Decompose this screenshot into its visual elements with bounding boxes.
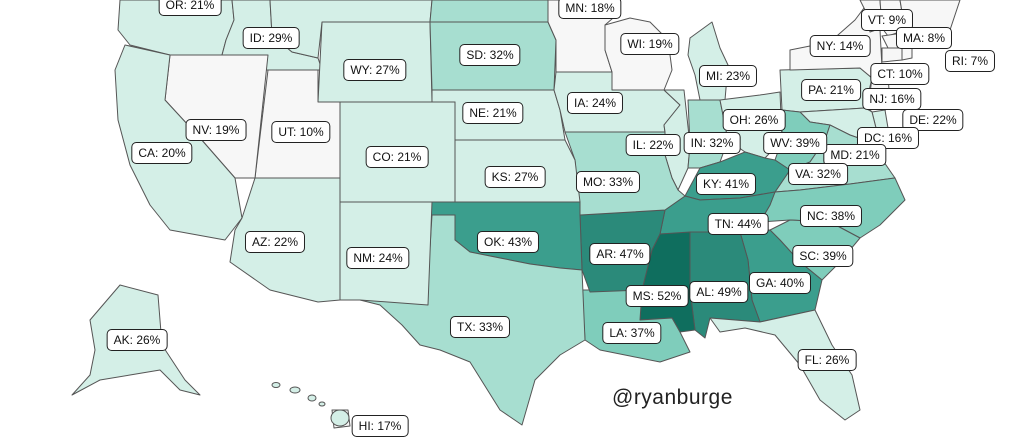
state-label-ak: AK: 26%	[106, 329, 168, 351]
state-label-oh: OH: 26%	[722, 109, 786, 131]
state-shape-mi	[687, 21, 729, 101]
state-label-ne: NE: 21%	[462, 102, 524, 124]
state-label-nv: NV: 19%	[185, 119, 247, 141]
state-label-nc: NC: 38%	[799, 205, 863, 227]
state-label-ca: CA: 20%	[131, 142, 193, 164]
state-label-wy: WY: 27%	[343, 59, 407, 81]
state-label-mn: MN: 18%	[558, 0, 622, 19]
state-label-ny: NY: 14%	[809, 35, 871, 57]
state-shape-ri	[901, 47, 913, 61]
state-label-id: ID: 29%	[242, 27, 300, 49]
author-credit: @ryanburge	[612, 386, 733, 409]
state-label-tx: TX: 33%	[449, 316, 511, 338]
state-label-ok: OK: 43%	[476, 231, 540, 253]
state-label-pa: PA: 21%	[801, 79, 861, 101]
state-label-wv: WV: 39%	[763, 132, 827, 154]
state-label-wi: WI: 19%	[620, 33, 680, 55]
hawaii-islands	[271, 382, 350, 427]
state-label-sc: SC: 39%	[792, 245, 854, 267]
state-label-hi: HI: 17%	[351, 415, 409, 437]
state-label-va: VA: 32%	[788, 163, 848, 185]
state-label-ut: UT: 10%	[271, 121, 331, 143]
state-label-il: IL: 22%	[625, 134, 681, 156]
state-label-de: DE: 22%	[902, 109, 964, 131]
state-label-la: LA: 37%	[602, 322, 662, 344]
state-label-ky: KY: 41%	[695, 173, 757, 195]
state-label-ar: AR: 47%	[589, 243, 651, 265]
state-label-md: MD: 21%	[823, 144, 887, 166]
state-label-sd: SD: 32%	[459, 44, 521, 66]
state-label-ks: KS: 27%	[484, 166, 546, 188]
state-label-dc: DC: 16%	[856, 127, 920, 149]
state-label-mo: MO: 33%	[575, 171, 641, 193]
state-label-az: AZ: 22%	[244, 231, 306, 253]
state-label-co: CO: 21%	[365, 146, 429, 168]
state-label-nj: NJ: 16%	[862, 88, 922, 110]
state-label-ia: IA: 24%	[566, 92, 624, 114]
state-label-tn: TN: 44%	[707, 213, 769, 235]
state-shape-ct	[881, 47, 903, 63]
state-label-ma: MA: 8%	[895, 27, 953, 49]
state-label-ct: CT: 10%	[870, 63, 930, 85]
state-label-in: IN: 32%	[683, 132, 741, 154]
state-label-ri: RI: 7%	[944, 50, 996, 72]
state-label-fl: FL: 26%	[797, 349, 857, 371]
state-label-vt: VT: 9%	[860, 9, 914, 31]
state-shape-fl	[709, 309, 861, 421]
state-label-al: AL: 49%	[689, 281, 749, 303]
state-label-ms: MS: 52%	[625, 285, 689, 307]
state-label-mi: MI: 23%	[698, 65, 758, 87]
state-label-or: OR: 21%	[158, 0, 222, 16]
state-label-ga: GA: 40%	[748, 272, 812, 294]
state-shape-nd	[429, 0, 549, 23]
state-label-nm: NM: 24%	[346, 247, 410, 269]
